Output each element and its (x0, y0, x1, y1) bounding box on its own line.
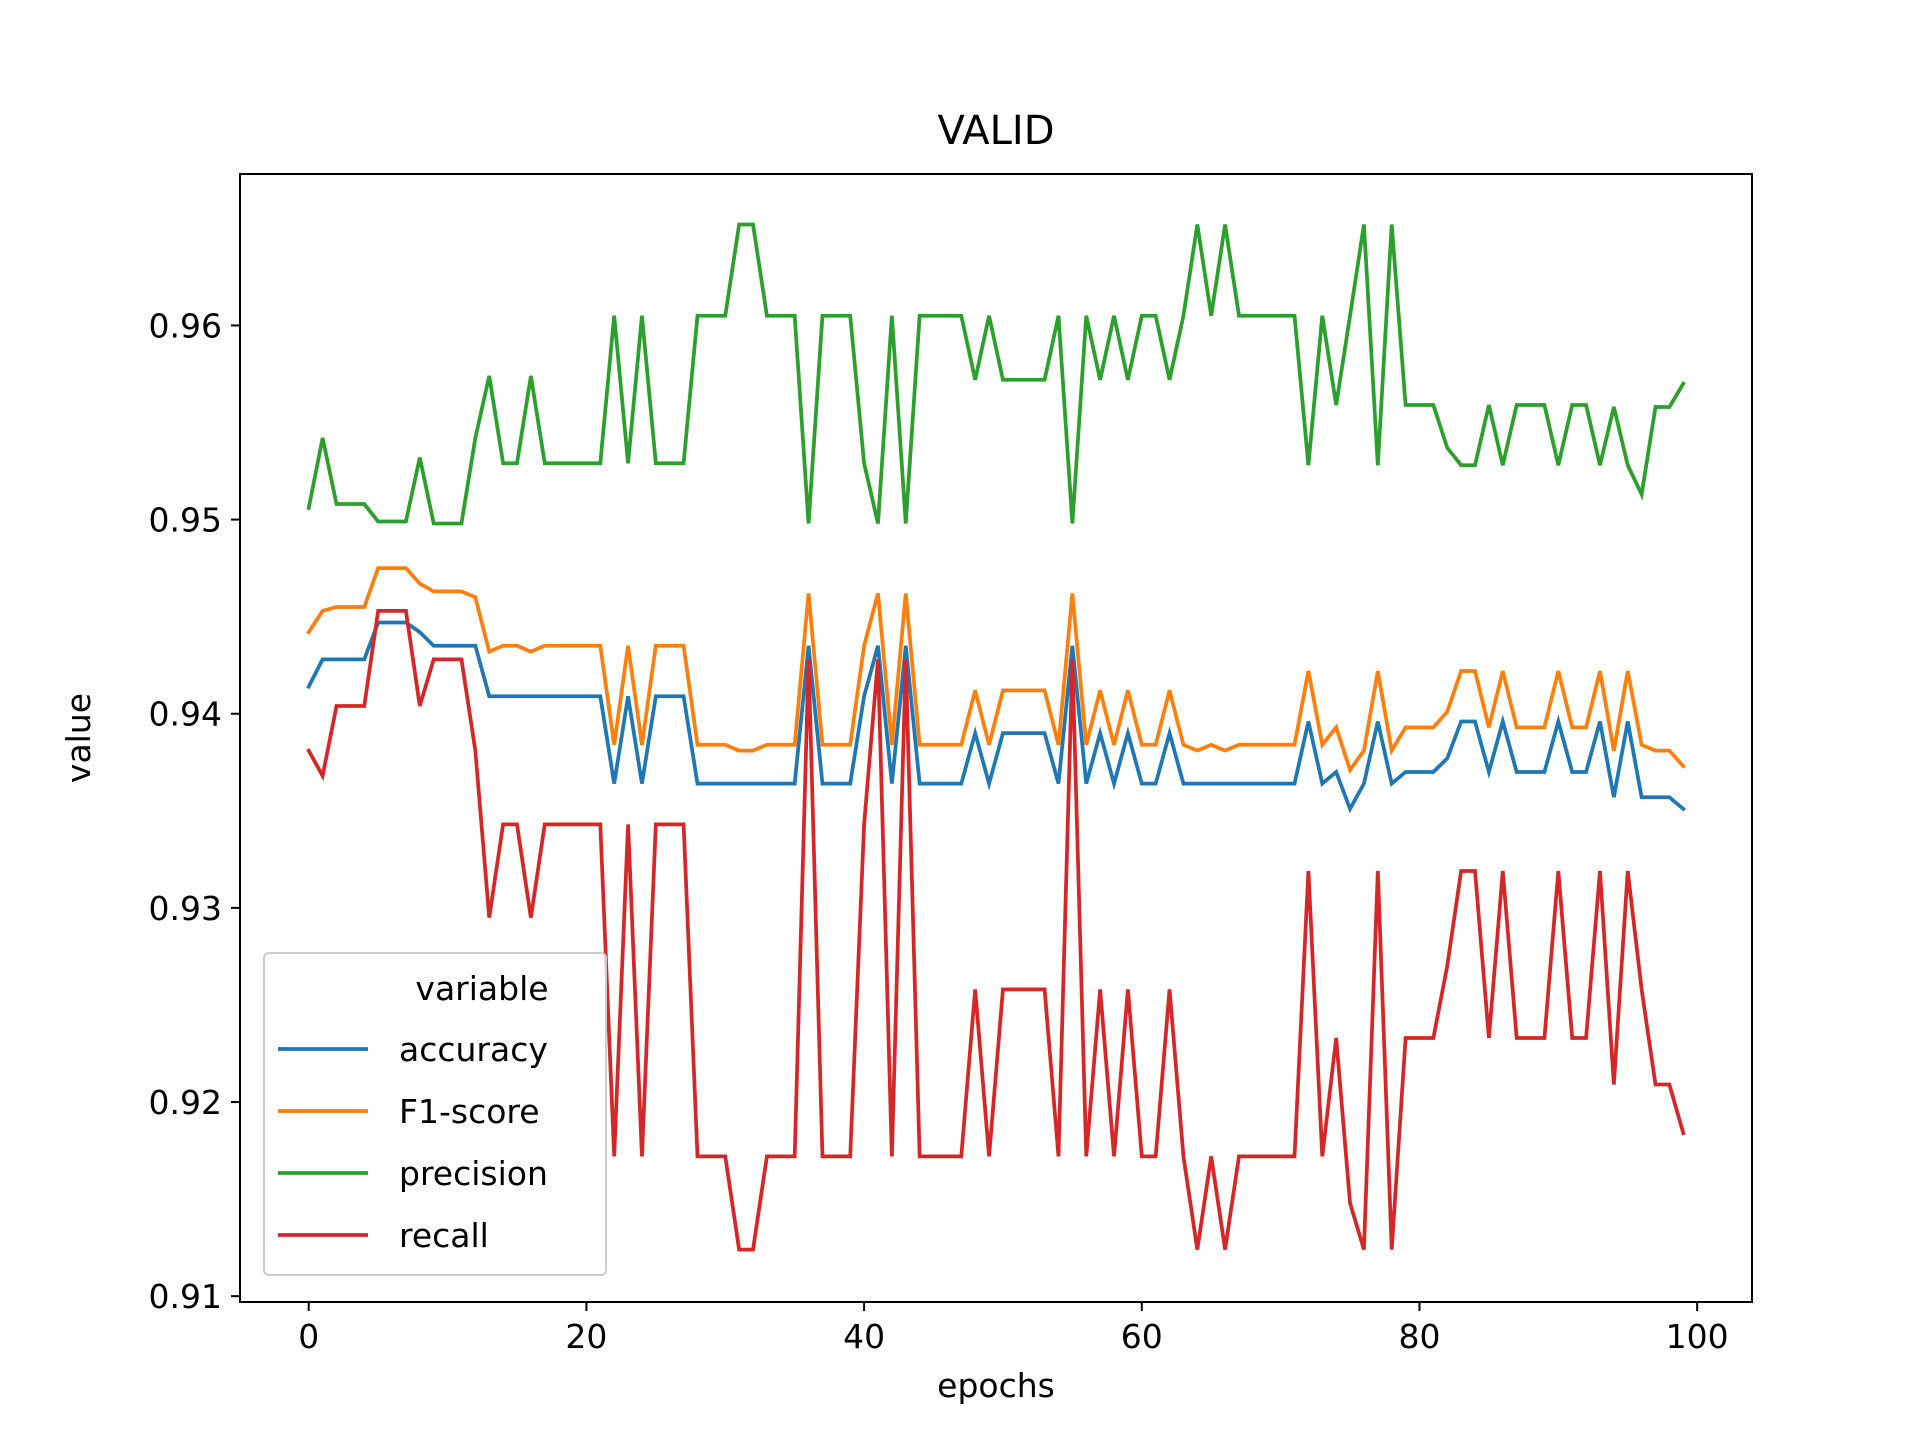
y-tick-label: 0.96 (149, 306, 222, 345)
x-axis: 0 20 40 60 80 100 (298, 1302, 1729, 1356)
legend-label-accuracy: accuracy (399, 1030, 548, 1069)
y-axis: 0.91 0.92 0.93 0.94 0.95 0.96 (149, 306, 240, 1316)
y-axis-label: value (59, 693, 98, 783)
x-tick-label: 20 (565, 1317, 607, 1356)
series-line-accuracy (306, 620, 1686, 814)
legend-title: variable (415, 969, 548, 1008)
legend: variable accuracy F1-score precision recall (263, 952, 607, 1276)
x-tick-label: 60 (1121, 1317, 1163, 1356)
chart-title: VALID (937, 108, 1054, 154)
y-tick-label: 0.93 (149, 889, 222, 928)
legend-box (263, 952, 607, 1276)
legend-entries: accuracy F1-score precision recall (278, 1030, 548, 1255)
x-tick-label: 40 (843, 1317, 885, 1356)
y-tick-label: 0.92 (149, 1083, 222, 1122)
y-tick-label: 0.91 (149, 1277, 222, 1316)
y-tick-label: 0.95 (149, 501, 222, 540)
x-axis-label: epochs (937, 1366, 1055, 1405)
legend-label-precision: precision (399, 1154, 548, 1193)
y-tick-label: 0.94 (149, 695, 222, 734)
series-line-recall (306, 608, 1686, 1252)
series-line-precision (306, 222, 1686, 526)
legend-label-f1-score: F1-score (399, 1092, 540, 1131)
plot-frame (239, 173, 1753, 1303)
series-layer (306, 222, 1686, 1252)
series-line-f1-score (306, 566, 1686, 775)
x-tick-label: 0 (298, 1317, 319, 1356)
legend-label-recall: recall (399, 1216, 489, 1255)
x-tick-label: 80 (1398, 1317, 1440, 1356)
x-tick-label: 100 (1666, 1317, 1729, 1356)
